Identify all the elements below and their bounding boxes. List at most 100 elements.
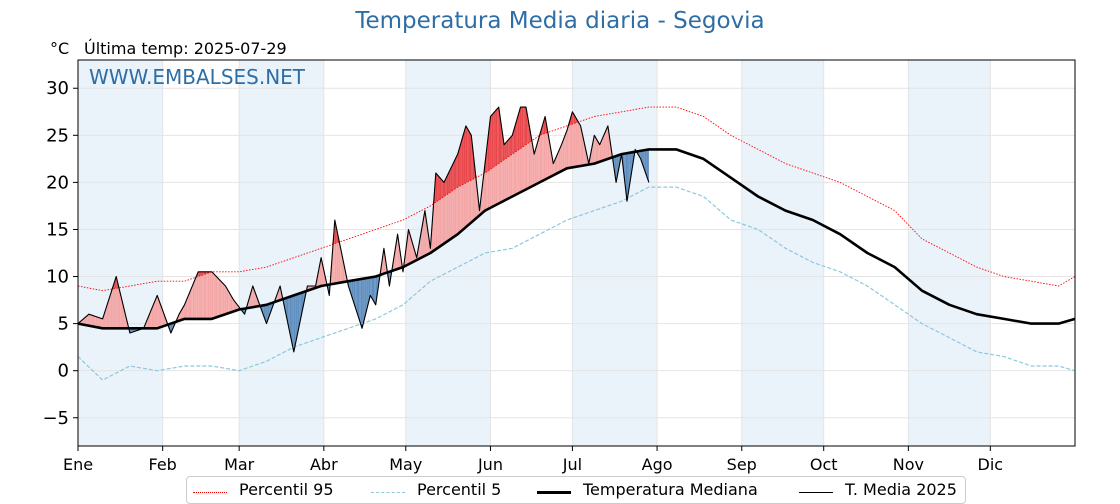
- x-tick-label: Ene: [63, 455, 93, 474]
- above-median-fill: [525, 145, 526, 190]
- above-median-fill: [157, 295, 158, 328]
- y-tick-label: 15: [46, 219, 69, 240]
- above-median-fill: [499, 163, 500, 204]
- above-median-fill: [197, 277, 198, 319]
- above-median-fill: [488, 170, 489, 209]
- above-median-fill: [579, 124, 580, 167]
- below-median-fill: [294, 295, 295, 347]
- above-p95-fill: [452, 163, 453, 191]
- y-tick-label: 30: [46, 78, 69, 99]
- above-median-fill: [448, 193, 449, 241]
- above-median-fill: [337, 242, 338, 283]
- legend-swatch-median: [537, 491, 571, 494]
- below-median-fill: [361, 279, 362, 324]
- above-median-fill: [597, 140, 598, 163]
- legend-label-median: Temperatura Mediana: [583, 480, 758, 499]
- above-median-fill: [93, 316, 94, 327]
- above-median-fill: [115, 288, 116, 328]
- above-median-fill: [452, 190, 453, 238]
- above-median-fill: [466, 182, 467, 227]
- above-median-fill: [564, 134, 565, 170]
- x-tick-label: Ago: [642, 455, 673, 474]
- x-tick-label: Oct: [810, 455, 838, 474]
- above-median-fill: [228, 291, 229, 314]
- x-tick-label: Mar: [224, 455, 255, 474]
- above-median-fill: [443, 197, 444, 245]
- above-p95-fill: [466, 126, 467, 183]
- above-median-fill: [449, 192, 450, 240]
- above-median-fill: [223, 283, 224, 315]
- above-p95-fill: [492, 113, 493, 168]
- above-p95-fill: [439, 176, 440, 200]
- legend-swatch-current: [799, 492, 833, 493]
- month-band: [572, 60, 657, 446]
- above-median-fill: [538, 135, 539, 183]
- above-median-fill: [605, 129, 606, 160]
- above-median-fill: [492, 167, 493, 207]
- above-p95-fill: [522, 107, 523, 147]
- above-median-fill: [501, 161, 502, 202]
- above-median-fill: [224, 285, 225, 315]
- above-p95-fill: [470, 133, 471, 181]
- above-median-fill: [210, 272, 211, 319]
- above-p95-fill: [459, 145, 460, 187]
- above-median-fill: [216, 276, 217, 317]
- x-tick-label: Abr: [310, 455, 338, 474]
- above-p95-fill: [465, 126, 466, 184]
- y-tick-label: 5: [58, 314, 69, 335]
- above-median-fill: [463, 184, 464, 230]
- above-p95-fill: [511, 135, 512, 155]
- above-median-fill: [217, 277, 218, 317]
- above-median-fill: [444, 196, 445, 244]
- above-median-fill: [227, 288, 228, 313]
- above-median-fill: [156, 295, 157, 328]
- above-p95-fill: [455, 157, 456, 189]
- x-tick-label: May: [389, 455, 422, 474]
- above-median-fill: [202, 275, 203, 319]
- above-median-fill: [500, 162, 501, 203]
- above-median-fill: [546, 132, 547, 178]
- legend-label-p5: Percentil 5: [417, 480, 501, 499]
- above-median-fill: [335, 243, 336, 283]
- above-median-fill: [456, 187, 457, 235]
- x-tick-label: Feb: [149, 455, 177, 474]
- above-p95-fill: [496, 109, 497, 166]
- above-median-fill: [485, 172, 486, 211]
- month-band: [78, 60, 163, 446]
- y-tick-label: 10: [46, 267, 69, 288]
- month-band: [742, 60, 824, 446]
- above-median-fill: [493, 166, 494, 206]
- watermark: WWW.EMBALSES.NET: [89, 65, 306, 89]
- above-median-fill: [447, 194, 448, 242]
- above-median-fill: [566, 131, 567, 169]
- above-median-fill: [540, 135, 541, 183]
- above-median-fill: [522, 147, 523, 192]
- above-median-fill: [490, 168, 491, 208]
- above-median-fill: [514, 152, 515, 196]
- above-median-fill: [97, 317, 98, 328]
- x-tick-label: Sep: [727, 455, 757, 474]
- above-p95-fill: [521, 107, 522, 148]
- above-median-fill: [537, 140, 538, 184]
- above-median-fill: [434, 202, 435, 250]
- above-p95-fill: [505, 142, 506, 159]
- above-p95-fill: [493, 112, 494, 168]
- above-median-fill: [526, 144, 527, 190]
- above-median-fill: [518, 149, 519, 193]
- above-median-fill: [561, 141, 562, 171]
- legend-swatch-p95: [193, 492, 227, 493]
- above-median-fill: [440, 198, 441, 246]
- above-median-fill: [596, 138, 597, 163]
- above-median-fill: [465, 183, 466, 228]
- above-p95-fill: [460, 140, 461, 186]
- above-median-fill: [96, 317, 97, 328]
- above-median-fill: [208, 273, 209, 319]
- above-median-fill: [521, 148, 522, 193]
- above-p95-fill: [508, 138, 509, 157]
- above-p95-fill: [525, 107, 526, 146]
- above-median-fill: [460, 185, 461, 232]
- above-median-fill: [116, 288, 117, 328]
- above-median-fill: [516, 150, 517, 194]
- above-median-fill: [497, 164, 498, 205]
- above-median-fill: [226, 286, 227, 314]
